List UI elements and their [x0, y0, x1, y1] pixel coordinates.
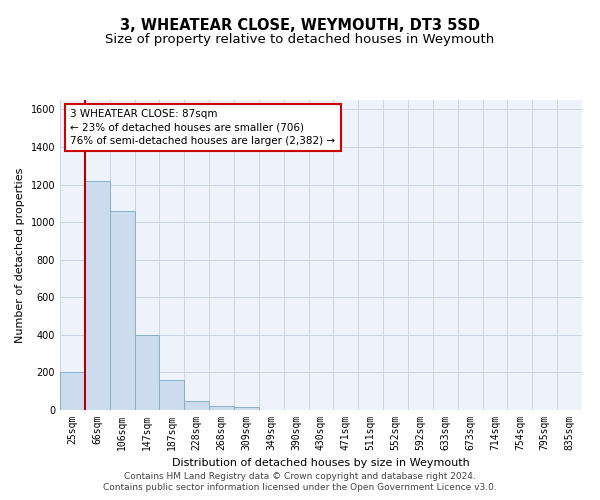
Bar	[209, 406, 234, 410]
Bar	[134, 335, 160, 410]
Bar	[60, 372, 85, 410]
Bar	[85, 181, 110, 410]
Bar	[234, 407, 259, 410]
Y-axis label: Number of detached properties: Number of detached properties	[15, 168, 25, 342]
Text: Contains HM Land Registry data © Crown copyright and database right 2024.: Contains HM Land Registry data © Crown c…	[124, 472, 476, 481]
X-axis label: Distribution of detached houses by size in Weymouth: Distribution of detached houses by size …	[172, 458, 470, 468]
Bar	[160, 380, 184, 410]
Bar	[110, 211, 134, 410]
Text: 3, WHEATEAR CLOSE, WEYMOUTH, DT3 5SD: 3, WHEATEAR CLOSE, WEYMOUTH, DT3 5SD	[120, 18, 480, 32]
Text: 3 WHEATEAR CLOSE: 87sqm
← 23% of detached houses are smaller (706)
76% of semi-d: 3 WHEATEAR CLOSE: 87sqm ← 23% of detache…	[70, 110, 335, 146]
Text: Contains public sector information licensed under the Open Government Licence v3: Contains public sector information licen…	[103, 484, 497, 492]
Bar	[184, 400, 209, 410]
Text: Size of property relative to detached houses in Weymouth: Size of property relative to detached ho…	[106, 32, 494, 46]
